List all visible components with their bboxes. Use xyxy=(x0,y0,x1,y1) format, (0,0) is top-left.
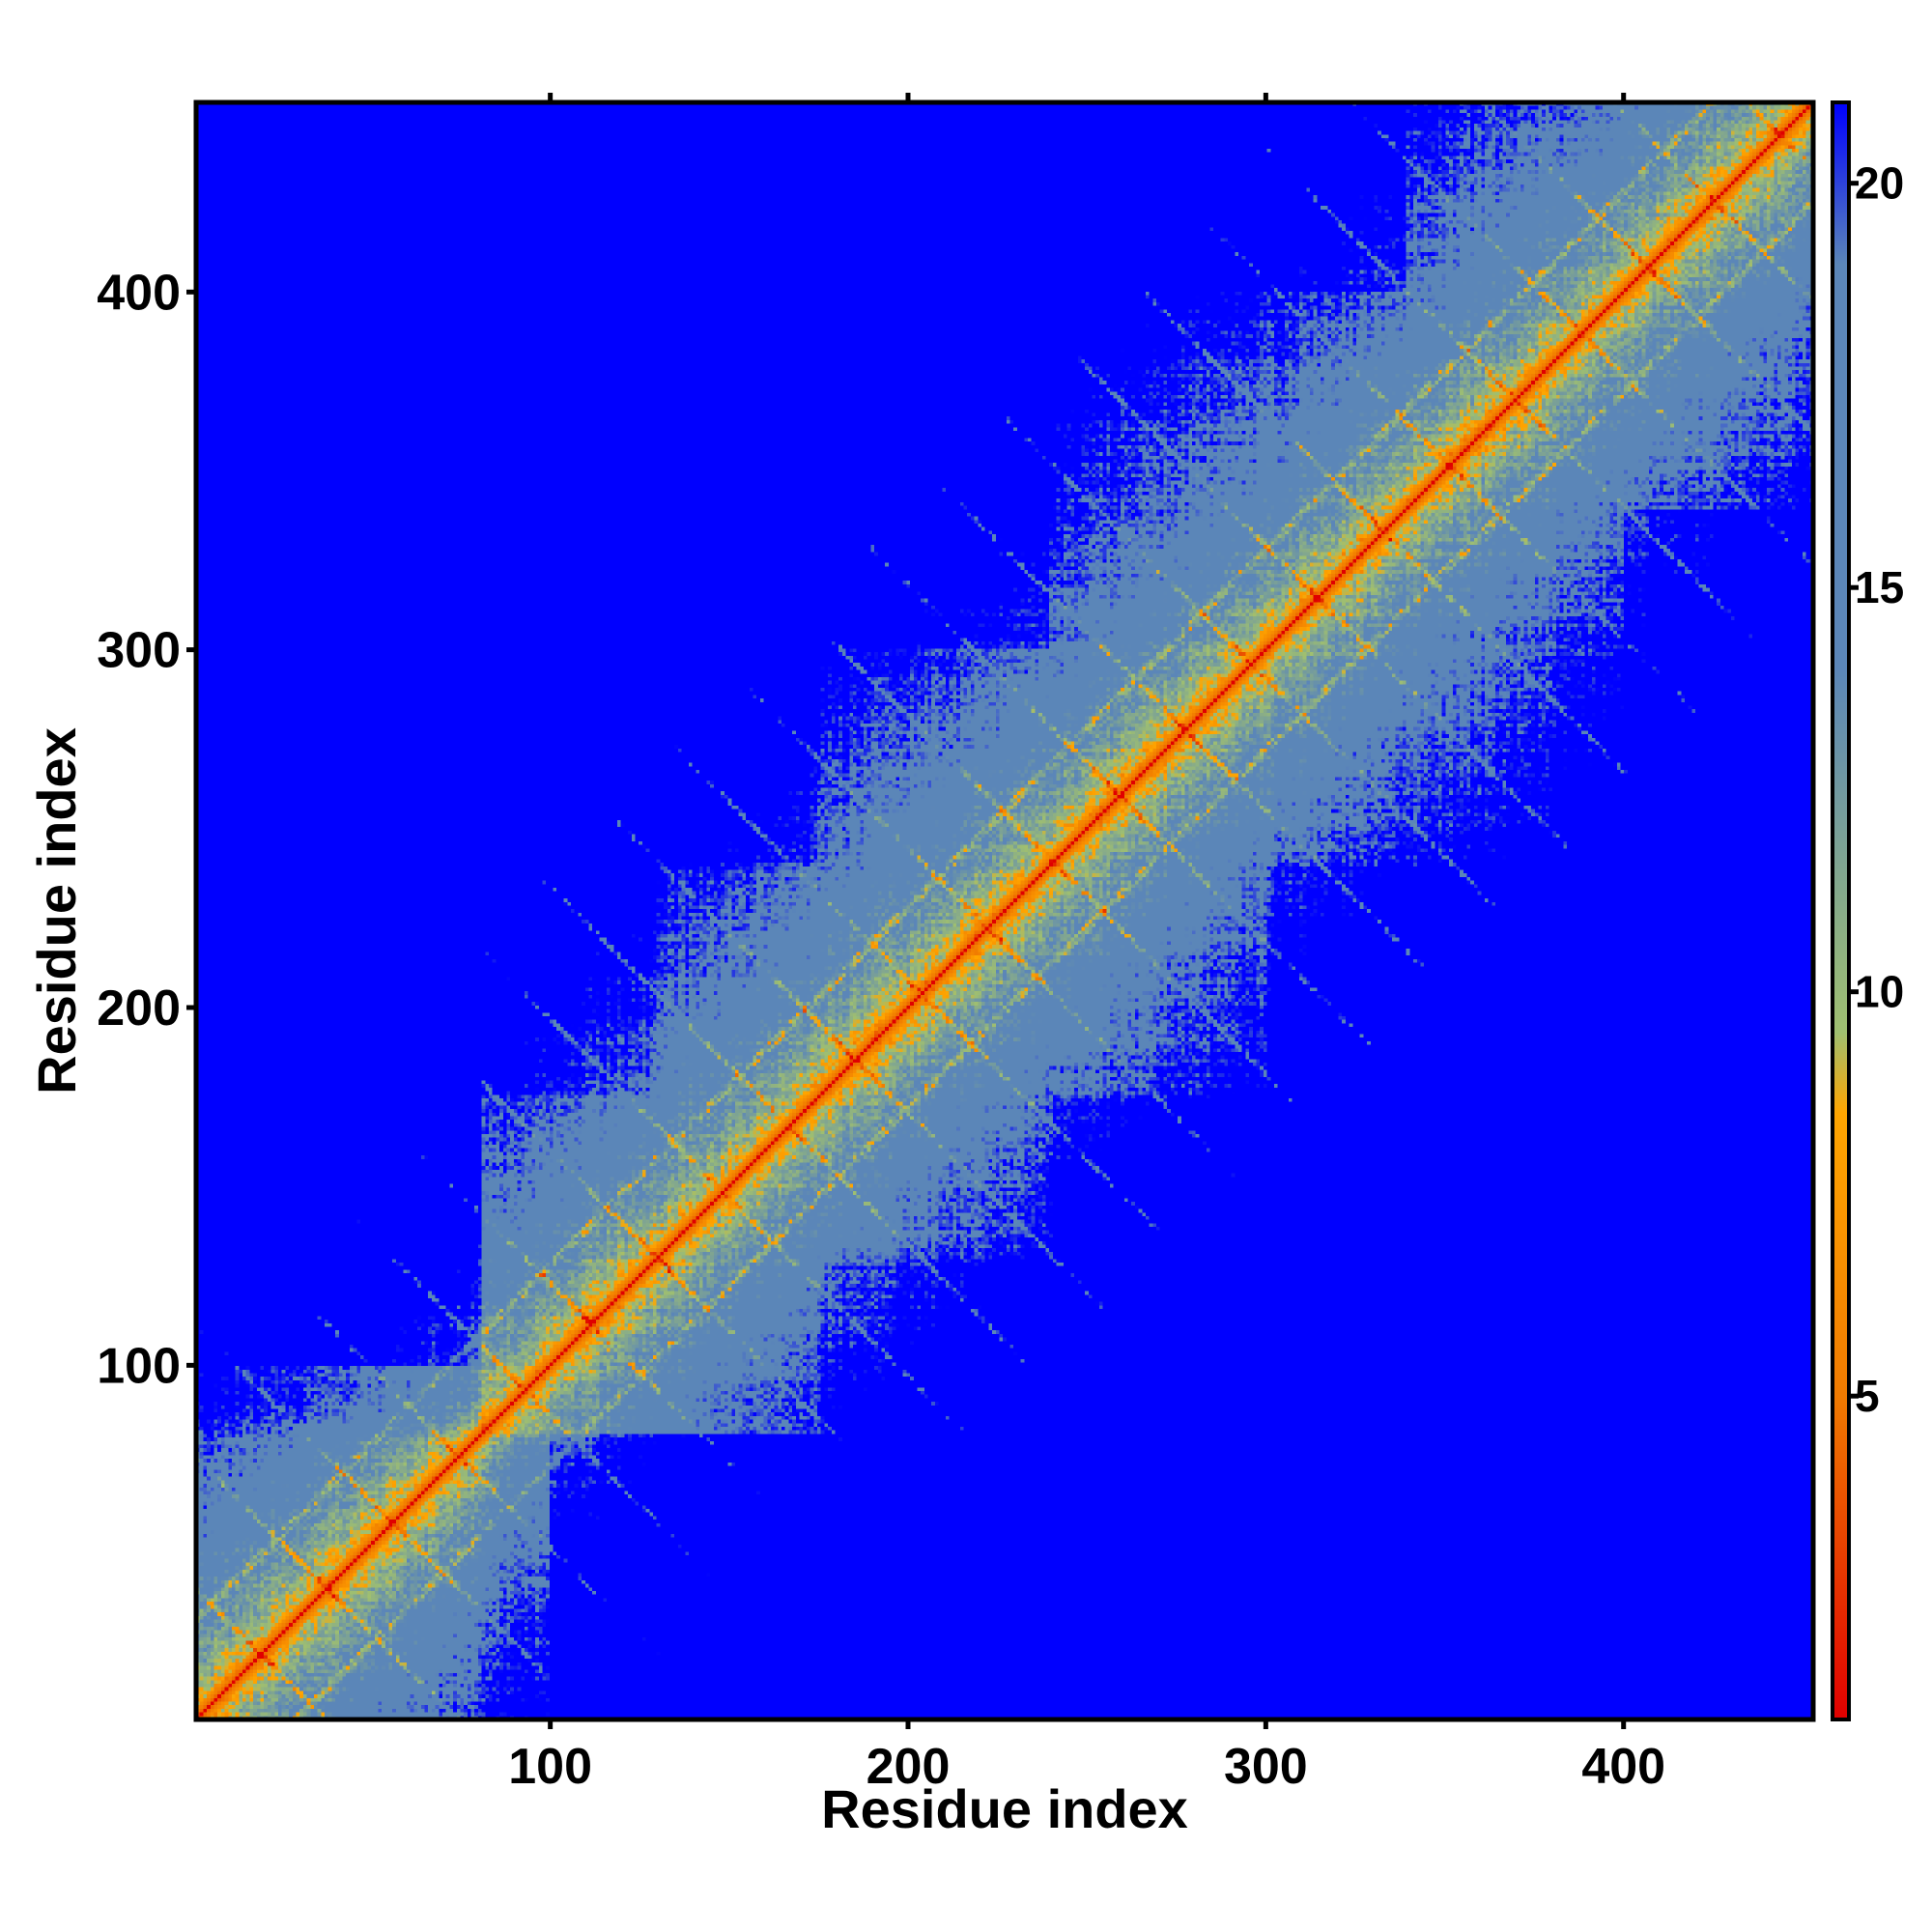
x-axis-ticks: 100 200 300 400 xyxy=(508,93,1665,1795)
colorbar-ticks: 5 10 15 20 xyxy=(1849,158,1904,1421)
colorbar-tick-label: 15 xyxy=(1855,562,1904,612)
x-tick-label: 300 xyxy=(1224,1739,1308,1795)
y-axis-ticks: 100 200 300 400 xyxy=(97,265,196,1394)
colorbar xyxy=(1831,100,1851,1721)
x-tick-label: 400 xyxy=(1581,1739,1665,1795)
heatmap xyxy=(196,102,1813,1719)
heatmap-image xyxy=(196,102,1813,1719)
plot-frame xyxy=(193,99,1816,1722)
colorbar-tick-label: 10 xyxy=(1855,967,1904,1017)
colorbar-tick-label: 20 xyxy=(1855,158,1904,209)
colorbar-tick-label: 5 xyxy=(1855,1371,1880,1421)
x-axis-title: Residue index xyxy=(821,1778,1188,1839)
y-tick-label: 400 xyxy=(97,265,181,321)
y-tick-label: 200 xyxy=(97,980,181,1037)
y-tick-label: 300 xyxy=(97,623,181,679)
y-axis-title: Residue index xyxy=(26,727,87,1094)
x-tick-label: 200 xyxy=(867,1739,951,1795)
y-tick-label: 100 xyxy=(97,1338,181,1394)
x-tick-label: 100 xyxy=(508,1739,592,1795)
